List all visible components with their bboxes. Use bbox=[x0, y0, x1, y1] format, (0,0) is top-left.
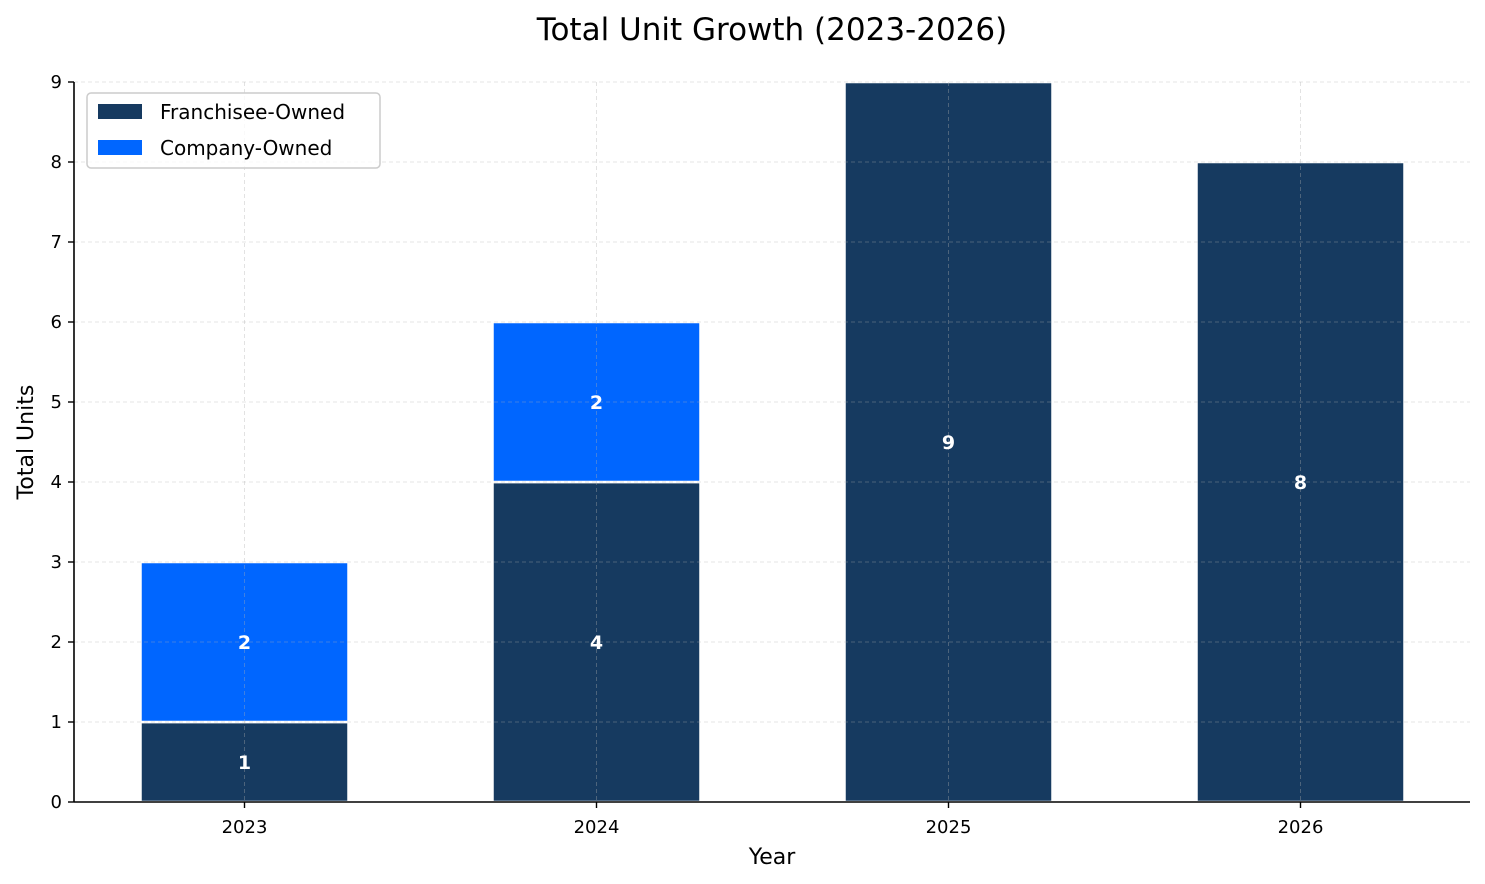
legend-label: Company-Owned bbox=[160, 136, 332, 160]
data-labels: 1 4 9 8 2 2 bbox=[238, 392, 1307, 774]
y-ticks: 0 1 2 3 4 5 6 7 8 9 bbox=[51, 72, 74, 813]
x-tick-label: 2026 bbox=[1278, 817, 1324, 838]
x-tick-label: 2025 bbox=[926, 817, 972, 838]
x-tick-label: 2023 bbox=[222, 817, 268, 838]
legend-swatch bbox=[98, 104, 142, 119]
bar-franchisee-owned-2023 bbox=[139, 720, 350, 804]
y-tick-label: 6 bbox=[51, 312, 62, 333]
data-label: 8 bbox=[1294, 472, 1307, 494]
legend: Franchisee-Owned Company-Owned bbox=[86, 92, 381, 169]
y-tick-label: 1 bbox=[51, 712, 62, 733]
legend-label: Franchisee-Owned bbox=[160, 100, 345, 124]
data-label: 2 bbox=[238, 632, 251, 654]
x-tick-label: 2024 bbox=[574, 817, 620, 838]
y-tick-label: 8 bbox=[51, 152, 62, 173]
bar-company-owned-2024 bbox=[491, 320, 702, 484]
legend-swatch bbox=[98, 140, 142, 155]
bar-franchisee-owned-2025 bbox=[843, 80, 1054, 804]
bar-company-owned-2023 bbox=[139, 560, 350, 724]
y-tick-label: 3 bbox=[51, 552, 62, 573]
legend-box bbox=[86, 92, 381, 169]
axes bbox=[73, 82, 1470, 803]
data-label: 4 bbox=[590, 632, 603, 654]
data-label: 9 bbox=[942, 432, 955, 454]
bar-franchisee-owned-2026 bbox=[1195, 160, 1406, 804]
y-axis-label: Total Units bbox=[14, 385, 39, 501]
bars bbox=[139, 80, 1406, 804]
y-tick-label: 4 bbox=[51, 472, 62, 493]
x-ticks: 2023 2024 2025 2026 bbox=[222, 802, 1324, 838]
chart-title: Total Unit Growth (2023-2026) bbox=[536, 12, 1007, 48]
x-axis-label: Year bbox=[748, 845, 797, 870]
data-label: 2 bbox=[590, 392, 603, 414]
bar-franchisee-owned-2024 bbox=[491, 480, 702, 804]
y-tick-label: 7 bbox=[51, 232, 62, 253]
y-tick-label: 5 bbox=[51, 392, 62, 413]
y-tick-label: 9 bbox=[51, 72, 62, 93]
data-label: 1 bbox=[238, 752, 251, 774]
y-tick-label: 2 bbox=[51, 632, 62, 653]
y-tick-label: 0 bbox=[51, 792, 62, 813]
